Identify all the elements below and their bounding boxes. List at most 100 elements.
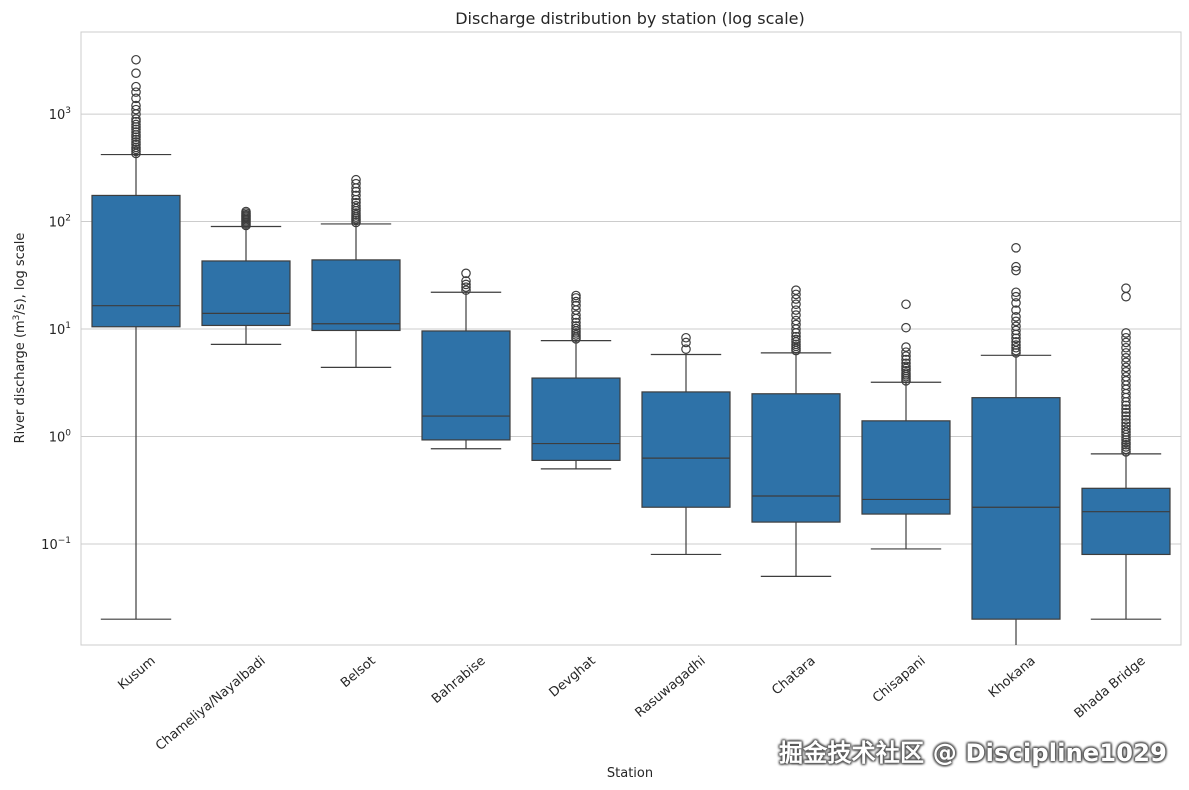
y-tick-base: 10: [49, 323, 66, 338]
outlier-point: [1121, 328, 1131, 338]
outlier-point: [901, 354, 911, 365]
outlier-point: [791, 331, 801, 342]
outlier-point: [1121, 342, 1131, 353]
outlier-point: [1121, 357, 1131, 368]
y-tick-label: 100: [49, 429, 72, 446]
box-iqr: [861, 420, 951, 515]
outlier-point: [1121, 447, 1131, 457]
outlier-point: [1011, 265, 1021, 276]
outlier-point: [571, 296, 581, 307]
y-tick-exponent: −1: [58, 536, 71, 546]
outlier-point: [1011, 342, 1021, 353]
outlier-point: [131, 81, 141, 92]
outlier-point: [131, 116, 141, 127]
outlier-point: [901, 299, 911, 310]
outlier-point: [571, 300, 581, 311]
outlier-point: [1121, 407, 1131, 418]
y-tick-label: 101: [49, 321, 71, 338]
outlier-point: [461, 276, 471, 286]
outlier-point: [131, 119, 141, 130]
outlier-point: [1121, 371, 1131, 382]
outlier-point: [131, 134, 141, 145]
y-axis-label-prefix: River discharge (m: [13, 320, 28, 443]
box-iqr: [91, 194, 181, 328]
y-tick-label: 103: [49, 106, 71, 123]
outlier-point: [1121, 411, 1131, 421]
outlier-point: [1011, 261, 1021, 272]
y-tick-exponent: 0: [65, 429, 71, 439]
outlier-point: [1121, 427, 1131, 437]
box-iqr: [641, 391, 731, 508]
y-tick-exponent: 1: [65, 321, 71, 331]
outlier-point: [791, 310, 801, 320]
outlier-point: [1121, 421, 1131, 431]
outlier-point: [1121, 367, 1131, 377]
outlier-point: [791, 305, 801, 315]
outlier-point: [1121, 400, 1131, 411]
outlier-point: [1121, 353, 1131, 363]
y-axis-label-suffix: /s), log scale: [13, 233, 28, 315]
outlier-point: [1011, 316, 1021, 327]
outlier-point: [791, 315, 801, 326]
x-tick-label: Chisapani: [870, 654, 928, 706]
outlier-point: [1011, 325, 1021, 336]
outlier-point: [1121, 283, 1131, 293]
box-iqr: [531, 377, 621, 461]
box-chatara: [751, 285, 841, 577]
box-chisapani: [861, 299, 951, 550]
y-tick-base: 10: [41, 538, 58, 553]
outlier-point: [1121, 337, 1131, 348]
outlier-point: [901, 347, 911, 357]
outlier-point: [901, 368, 911, 378]
outlier-point: [901, 361, 911, 372]
outlier-point: [1011, 242, 1021, 253]
y-tick-base: 10: [49, 216, 66, 231]
outlier-point: [241, 206, 251, 217]
outlier-point: [791, 319, 801, 330]
outlier-point: [131, 54, 141, 65]
outlier-point: [1121, 437, 1131, 448]
outlier-point: [571, 321, 581, 331]
y-tick-label: 10−1: [41, 536, 71, 553]
outlier-point: [131, 104, 141, 115]
chart-title: Discharge distribution by station (log s…: [455, 9, 805, 28]
outlier-point: [351, 201, 361, 211]
x-tick-label: Bahrabise: [429, 654, 488, 707]
outlier-point: [1011, 321, 1021, 332]
outlier-point: [901, 342, 911, 352]
outlier-point: [131, 68, 141, 78]
outlier-point: [1011, 311, 1021, 322]
y-tick-base: 10: [49, 108, 66, 123]
outlier-point: [1011, 291, 1021, 302]
box-iqr: [201, 260, 291, 327]
outlier-point: [1121, 362, 1131, 373]
outlier-point: [571, 310, 581, 320]
outlier-point: [571, 293, 581, 303]
outlier-point: [901, 322, 911, 333]
outlier-point: [461, 279, 471, 290]
box-kusum: [91, 54, 181, 620]
box-bhada-bridge: [1081, 283, 1171, 620]
outlier-point: [1121, 404, 1131, 414]
y-axis-label: River discharge (m3/s), log scale: [12, 233, 28, 444]
box-iqr: [751, 393, 841, 523]
x-tick-label: Belsot: [338, 654, 379, 691]
outlier-point: [131, 139, 141, 150]
box-iqr: [1081, 487, 1171, 556]
box-bahrabise: [421, 268, 511, 450]
outlier-point: [351, 197, 361, 208]
box-rasuwagadhi: [641, 332, 731, 556]
outlier-point: [571, 317, 581, 328]
box-iqr: [421, 330, 511, 441]
outlier-point: [791, 285, 801, 295]
outlier-point: [571, 323, 581, 334]
outlier-point: [1121, 444, 1131, 455]
y-axis-label-sup: 3: [12, 315, 22, 321]
outlier-point: [1121, 424, 1131, 435]
box-khokana: [971, 242, 1061, 645]
x-tick-label: Chatara: [769, 654, 818, 699]
x-tick-label: Bhada Bridge: [1072, 654, 1149, 722]
outlier-point: [681, 337, 691, 348]
